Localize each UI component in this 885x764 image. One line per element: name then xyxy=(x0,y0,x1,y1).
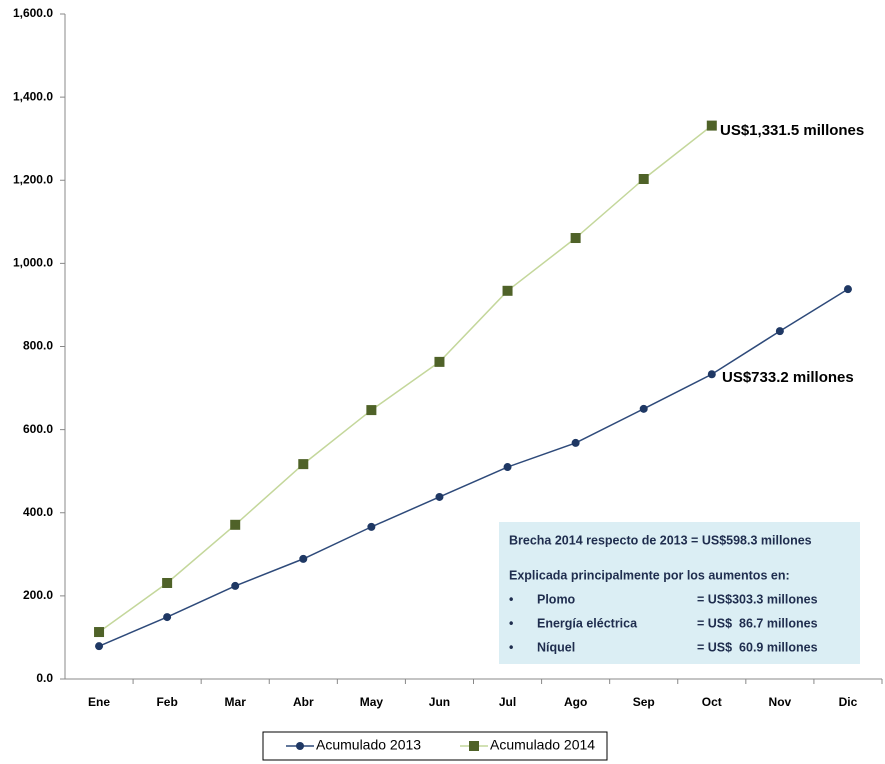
note-box-bg xyxy=(499,522,860,664)
bullet: • xyxy=(509,640,513,654)
y-tick-label: 600.0 xyxy=(23,422,53,436)
marker xyxy=(570,233,581,244)
y-tick-label: 200.0 xyxy=(23,588,53,602)
annotation: US$1,331.5 millones xyxy=(720,122,864,139)
note-box: Brecha 2014 respecto de 2013 = US$598.3 … xyxy=(499,522,860,664)
note-item-value: = US$303.3 millones xyxy=(697,592,818,606)
marker xyxy=(638,174,649,185)
legend-label: Acumulado 2013 xyxy=(316,737,421,753)
bullet: • xyxy=(509,616,513,630)
legend-label: Acumulado 2014 xyxy=(490,737,595,753)
marker xyxy=(94,627,105,638)
x-tick-label: Dic xyxy=(839,695,858,709)
y-tick-label: 0.0 xyxy=(36,671,53,685)
marker xyxy=(231,581,240,590)
y-tick-label: 1,200.0 xyxy=(13,172,53,186)
note-item-label: Níquel xyxy=(537,640,575,654)
note-item-label: Energía eléctrica xyxy=(537,616,638,630)
marker xyxy=(503,463,512,472)
marker xyxy=(367,522,376,531)
y-tick-label: 1,400.0 xyxy=(13,89,53,103)
marker xyxy=(95,642,104,651)
note-item-label: Plomo xyxy=(537,592,576,606)
marker xyxy=(502,285,513,296)
marker xyxy=(775,327,784,336)
marker xyxy=(843,285,852,294)
series-line xyxy=(98,125,713,633)
marker xyxy=(435,492,444,501)
x-tick-label: May xyxy=(360,695,384,709)
legend-marker xyxy=(296,742,304,750)
marker xyxy=(298,459,309,470)
x-tick-label: Ago xyxy=(564,695,587,709)
y-tick-label: 800.0 xyxy=(23,339,53,353)
note-subtitle: Explicada principalmente por los aumento… xyxy=(509,568,790,582)
marker xyxy=(163,613,172,622)
x-tick-label: Jul xyxy=(499,695,516,709)
y-tick-label: 1,000.0 xyxy=(13,256,53,270)
marker xyxy=(299,554,308,563)
legend-frame xyxy=(262,731,608,761)
note-item-value: = US$ 60.9 millones xyxy=(697,640,818,654)
legend-marker xyxy=(469,741,479,751)
bullet: • xyxy=(509,592,513,606)
x-tick-label: Mar xyxy=(225,695,247,709)
marker xyxy=(366,405,377,416)
series-line xyxy=(98,288,849,647)
marker xyxy=(707,370,716,379)
marker xyxy=(434,356,445,367)
x-tick-label: Sep xyxy=(633,695,655,709)
y-tick-label: 1,600.0 xyxy=(13,6,53,20)
marker xyxy=(639,404,648,413)
marker xyxy=(706,120,717,131)
x-tick-label: Feb xyxy=(156,695,177,709)
marker xyxy=(230,519,241,530)
marker xyxy=(571,438,580,447)
note-title: Brecha 2014 respecto de 2013 = US$598.3 … xyxy=(509,533,812,547)
x-tick-label: Jun xyxy=(429,695,450,709)
marker xyxy=(162,577,173,588)
y-tick-label: 400.0 xyxy=(23,505,53,519)
x-tick-label: Ene xyxy=(88,695,110,709)
annotation: US$733.2 millones xyxy=(722,369,854,386)
note-item-value: = US$ 86.7 millones xyxy=(697,616,818,630)
x-tick-label: Oct xyxy=(702,695,722,709)
x-tick-label: Nov xyxy=(769,695,792,709)
x-tick-label: Abr xyxy=(293,695,314,709)
